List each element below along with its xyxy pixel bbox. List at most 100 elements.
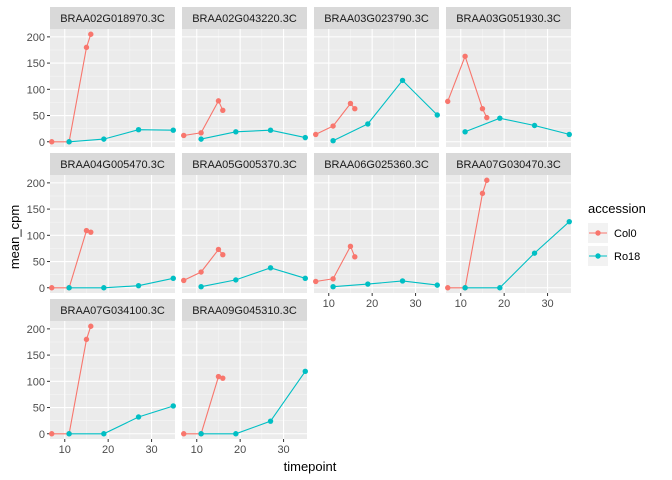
series-line-ro18	[200, 129, 306, 140]
data-point-col0	[181, 431, 187, 437]
x-axis-title: timepoint	[284, 459, 337, 474]
data-point-col0	[352, 106, 358, 112]
x-tick-label: 30	[541, 298, 553, 310]
legend-label-ro18: Ro18	[614, 251, 640, 263]
series-line-col0	[447, 54, 488, 118]
data-point-ro18	[330, 138, 336, 144]
panel-background	[182, 29, 307, 147]
y-tick-label: 150	[27, 204, 45, 216]
data-point-col0	[347, 243, 354, 250]
y-tick-label: 50	[33, 111, 45, 123]
x-tick-label: 20	[234, 444, 246, 456]
data-point-col0	[83, 44, 90, 51]
x-tick-label: 20	[102, 444, 114, 456]
series-line-col0	[315, 102, 356, 135]
data-point-ro18	[101, 431, 107, 437]
facet-title: BRAA09G045310.3C	[192, 305, 297, 317]
facet-panels: BRAA02G018970.3C050100150200BRAA02G04322…	[27, 7, 572, 456]
data-point-col0	[181, 132, 187, 139]
data-point-ro18	[233, 431, 239, 437]
facet-title: BRAA04G005470.3C	[60, 159, 165, 171]
facet-strip	[314, 153, 439, 175]
data-point-col0	[215, 246, 222, 253]
y-axis-title: mean_cpm	[7, 205, 22, 269]
data-point-ro18	[365, 281, 371, 287]
facet-panel: BRAA04G005470.3C 0 50 100 150 200	[27, 153, 176, 295]
facet-strip	[182, 299, 307, 321]
series-line-col0	[447, 180, 488, 289]
data-point-ro18	[135, 126, 142, 133]
data-point-ro18	[462, 129, 468, 135]
facet-strip	[314, 7, 439, 29]
data-point-col0	[88, 229, 94, 235]
data-point-col0	[83, 336, 90, 343]
data-point-ro18	[267, 265, 274, 271]
facet-strip	[182, 153, 307, 175]
facet-strip	[50, 299, 175, 321]
data-point-col0	[347, 100, 354, 107]
data-point-col0	[220, 375, 226, 381]
series-line-ro18	[201, 370, 306, 435]
data-point-ro18	[135, 414, 142, 420]
legend-label-col0: Col0	[614, 228, 637, 240]
x-tick-label: 20	[498, 298, 510, 310]
facet-title: BRAA07G030470.3C	[456, 159, 561, 171]
data-point-ro18	[101, 285, 107, 291]
x-tick-label: 20	[366, 298, 378, 310]
data-point-ro18	[434, 282, 440, 288]
series-line-col0	[315, 245, 356, 283]
series-line-ro18	[333, 280, 438, 288]
data-point-ro18	[365, 121, 371, 127]
data-point-ro18	[198, 136, 204, 142]
data-point-ro18	[267, 127, 274, 133]
series-line-col0	[51, 34, 92, 143]
data-point-col0	[88, 31, 94, 37]
data-point-col0	[330, 276, 336, 282]
facet-strip	[446, 153, 571, 175]
data-point-col0	[462, 53, 468, 59]
y-tick-label: 200	[27, 32, 45, 44]
y-tick-label: 100	[27, 376, 45, 388]
facet-strip	[182, 7, 307, 29]
data-point-ro18	[399, 77, 406, 84]
y-tick-label: 100	[27, 230, 45, 242]
panel-background	[446, 29, 571, 147]
data-point-col0	[49, 431, 55, 437]
legend: accession Col0 Ro18	[588, 201, 646, 266]
y-tick-label: 50	[33, 403, 45, 415]
facet-panel: BRAA05G005370.3C	[181, 153, 308, 293]
panel-background	[446, 175, 571, 293]
facet-panel: BRAA09G045310.3C 10 20 30	[181, 299, 308, 456]
facet-panel: BRAA02G043220.3C	[181, 7, 308, 147]
data-point-ro18	[566, 218, 572, 225]
data-point-col0	[88, 323, 94, 329]
x-tick-label: 10	[191, 444, 203, 456]
series-line-ro18	[69, 277, 174, 289]
facet-title: BRAA07G034100.3C	[60, 305, 165, 317]
y-tick-label: 150	[27, 58, 45, 70]
facet-panel: BRAA03G051930.3C	[445, 7, 572, 147]
data-point-col0	[484, 114, 490, 121]
data-point-ro18	[233, 129, 239, 135]
panel-background	[182, 321, 307, 439]
data-point-ro18	[434, 112, 440, 118]
facet-title: BRAA03G051930.3C	[456, 13, 561, 25]
data-point-col0	[198, 269, 204, 275]
data-point-ro18	[233, 277, 239, 283]
panel-background	[314, 29, 439, 147]
data-point-ro18	[267, 418, 274, 424]
facet-panel: BRAA06G025360.3C 10 20 30	[313, 153, 440, 310]
data-point-ro18	[66, 431, 72, 437]
x-tick-label: 30	[409, 298, 421, 310]
data-point-col0	[220, 107, 226, 113]
legend-key-point	[595, 230, 601, 236]
facet-strip	[446, 7, 571, 29]
x-tick-label: 10	[455, 298, 467, 310]
data-point-ro18	[531, 250, 538, 256]
data-point-col0	[479, 190, 486, 197]
facet-panel: BRAA02G018970.3C 0 50 100 150 200	[27, 7, 176, 149]
y-tick-label: 0	[39, 283, 45, 295]
facet-title: BRAA03G023790.3C	[324, 13, 429, 25]
data-point-col0	[215, 98, 222, 104]
data-point-col0	[215, 373, 222, 380]
